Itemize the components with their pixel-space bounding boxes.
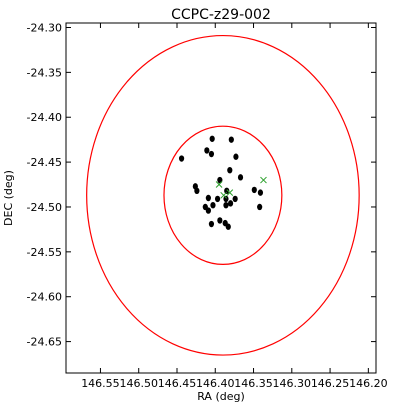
- x-tick-label: 146.25: [311, 377, 350, 390]
- x-tick-label: 146.40: [196, 377, 235, 390]
- y-tick-label: -24.40: [27, 111, 62, 124]
- y-tick-label: -24.55: [27, 246, 62, 259]
- scatter-point: [232, 195, 238, 203]
- scatter-point: [214, 195, 221, 203]
- x-tick-label: 146.55: [81, 377, 120, 390]
- scatter-point: [257, 203, 263, 211]
- scatter-point: [233, 153, 239, 160]
- scatter-point: [217, 176, 223, 184]
- x-marker-point: [260, 176, 267, 184]
- scatter-point: [202, 203, 208, 211]
- radius-circle: [163, 125, 283, 266]
- y-axis: -24.30 -24.35 -24.40 -24.45 -24.50 -24.55 -24.…: [27, 21, 376, 349]
- x-tick-label: 146.30: [273, 377, 312, 390]
- y-tick-label: -24.65: [27, 336, 62, 349]
- scatter-point: [237, 174, 244, 181]
- x-marker-point: [215, 181, 223, 188]
- y-axis-label: DEC (deg): [2, 170, 15, 226]
- scatter-point: [194, 187, 200, 195]
- x-tick-label: 146.35: [234, 377, 273, 390]
- y-tick-label: -24.45: [27, 156, 62, 169]
- x-tick-label: 146.45: [158, 377, 197, 390]
- scatter-point: [224, 187, 230, 195]
- y-tick-label: -24.50: [27, 201, 62, 214]
- scatter-point: [208, 220, 215, 228]
- y-tick-label: -24.30: [27, 21, 62, 34]
- scatter-point: [178, 155, 185, 162]
- x-axis: 146.55 146.50 146.45 146.40 146.35 146.30 146.…: [81, 23, 388, 390]
- plot-frame: [65, 22, 377, 374]
- scatter-point: [251, 186, 257, 194]
- x-axis-label: RA (deg): [197, 390, 245, 403]
- y-tick-label: -24.35: [27, 66, 62, 79]
- scatter-point: [227, 166, 233, 174]
- scatter-point: [225, 223, 231, 230]
- scatter-point: [228, 136, 234, 143]
- scatter-point: [208, 150, 215, 158]
- radius-circle: [86, 34, 360, 356]
- scatter-point: [223, 195, 229, 203]
- chart-title: CCPC-z29-002: [171, 7, 271, 23]
- x-tick-label: 146.20: [349, 377, 388, 390]
- scatter-point: [205, 194, 211, 202]
- scatter-point: [209, 135, 215, 142]
- scatter-point: [223, 201, 229, 209]
- plot-area: [86, 34, 360, 356]
- scatter-point: [210, 201, 216, 209]
- scatter-point: [204, 147, 210, 154]
- scatter-point: [257, 189, 264, 196]
- x-marker-point: [226, 189, 234, 196]
- x-marker-point: [220, 191, 228, 199]
- scatter-point: [217, 217, 223, 224]
- y-tick-label: -24.60: [27, 291, 62, 304]
- x-tick-label: 146.50: [119, 377, 158, 390]
- scatter-point: [227, 200, 234, 207]
